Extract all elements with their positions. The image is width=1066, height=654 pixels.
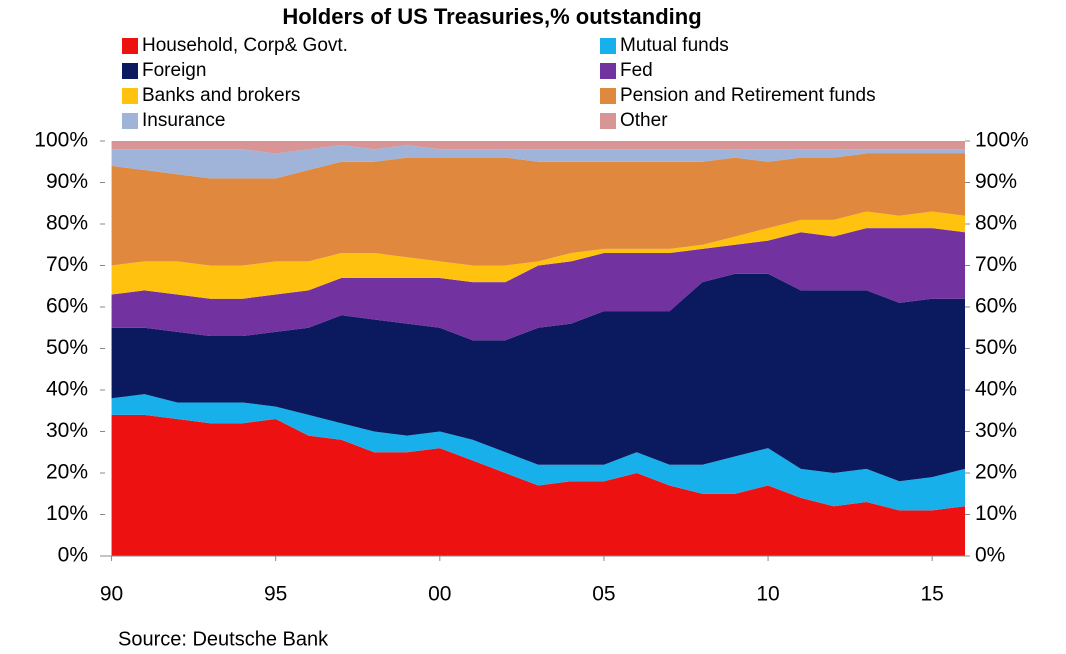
- y-tick-label: 90%: [46, 170, 88, 193]
- x-tick-label: 90: [100, 583, 123, 606]
- x-tick-label: 15: [920, 583, 943, 606]
- y2-tick-label: 60%: [975, 295, 1017, 318]
- y-tick-label: 10%: [46, 502, 88, 525]
- chart-title: Holders of US Treasuries,% outstanding: [282, 4, 701, 29]
- y2-tick-label: 70%: [975, 253, 1017, 276]
- legend-swatch: [600, 38, 616, 54]
- y-tick-label: 0%: [58, 544, 88, 567]
- y2-tick-label: 50%: [975, 336, 1017, 359]
- legend-label: Insurance: [142, 110, 225, 131]
- y2-tick-label: 10%: [975, 502, 1017, 525]
- x-tick-label: 10: [756, 583, 779, 606]
- area: [111, 141, 966, 154]
- y2-tick-label: 100%: [975, 129, 1029, 152]
- legend-swatch: [122, 38, 138, 54]
- legend-swatch: [122, 113, 138, 129]
- y-tick-label: 70%: [46, 253, 88, 276]
- legend-label: Household, Corp& Govt.: [142, 35, 348, 56]
- legend-label: Foreign: [142, 60, 206, 81]
- y2-tick-label: 0%: [975, 544, 1005, 567]
- legend-swatch: [600, 88, 616, 104]
- y-tick-label: 30%: [46, 419, 88, 442]
- legend-label: Mutual funds: [620, 35, 729, 56]
- y2-tick-label: 40%: [975, 378, 1017, 401]
- legend-label: Fed: [620, 60, 653, 81]
- area: [111, 211, 966, 299]
- y-tick-label: 80%: [46, 212, 88, 235]
- y-tick-label: 20%: [46, 461, 88, 484]
- y2-tick-label: 80%: [975, 212, 1017, 235]
- legend-swatch: [122, 63, 138, 79]
- area: [111, 273, 966, 482]
- source: Source: Deutsche Bank: [118, 628, 329, 650]
- y-tick-label: 60%: [46, 295, 88, 318]
- legend-label: Other: [620, 110, 668, 131]
- y-tick-label: 100%: [34, 129, 88, 152]
- area: [111, 394, 966, 511]
- y-tick-label: 50%: [46, 336, 88, 359]
- area: [111, 145, 966, 179]
- x-tick-label: 05: [592, 583, 615, 606]
- legend-swatch: [122, 88, 138, 104]
- area: [111, 228, 966, 341]
- x-tick-label: 00: [428, 583, 451, 606]
- y-tick-label: 40%: [46, 378, 88, 401]
- y2-tick-label: 30%: [975, 419, 1017, 442]
- legend-swatch: [600, 63, 616, 79]
- x-tick-label: 95: [264, 583, 287, 606]
- area: [111, 153, 966, 266]
- y2-tick-label: 20%: [975, 461, 1017, 484]
- legend-label: Pension and Retirement funds: [620, 85, 876, 106]
- legend-swatch: [600, 113, 616, 129]
- legend-label: Banks and brokers: [142, 85, 300, 106]
- y2-tick-label: 90%: [975, 170, 1017, 193]
